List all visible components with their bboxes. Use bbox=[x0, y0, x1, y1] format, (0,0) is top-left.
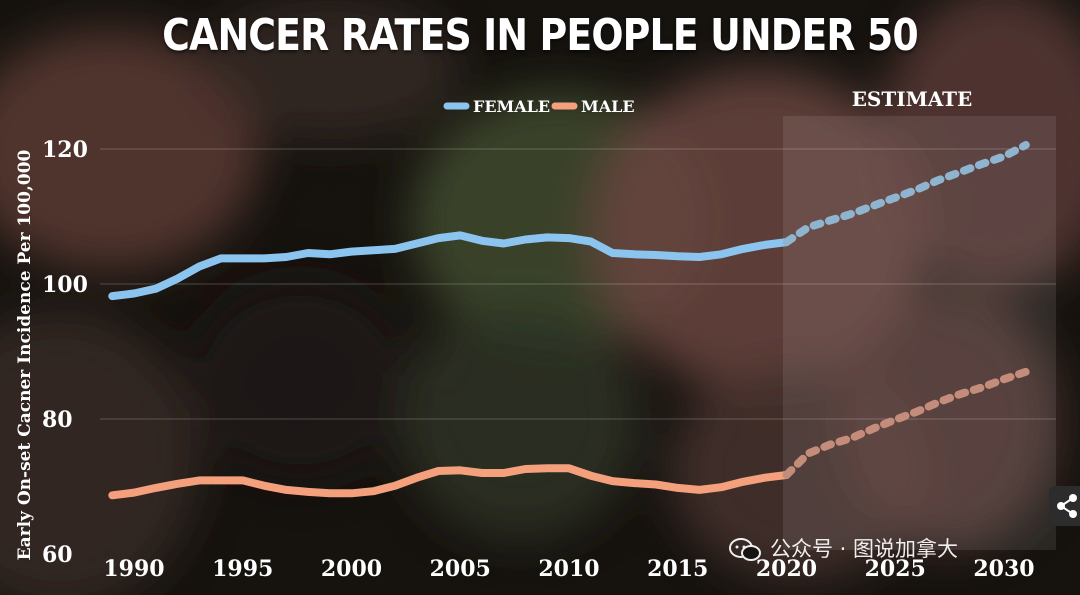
y-tick-label-100: 100 bbox=[42, 272, 88, 298]
share-icon bbox=[1057, 494, 1077, 518]
x-axis-ticks: 1990 1995 2000 2005 2010 2015 2020 2025 2030 bbox=[103, 556, 1034, 582]
x-tick-label-2005: 2005 bbox=[430, 556, 491, 582]
x-tick-label-2030: 2030 bbox=[973, 556, 1034, 582]
estimate-label: ESTIMATE bbox=[852, 87, 973, 111]
series-line-female-estimate bbox=[782, 141, 1030, 247]
share-button[interactable] bbox=[1049, 486, 1080, 526]
y-tick-label-60: 60 bbox=[42, 542, 73, 568]
series-line-male-estimate bbox=[782, 367, 1030, 479]
series-line-female bbox=[108, 231, 791, 301]
y-tick-label-120: 120 bbox=[42, 137, 88, 163]
x-tick-label-2010: 2010 bbox=[538, 556, 599, 582]
x-tick-label-2025: 2025 bbox=[865, 556, 926, 582]
series-line-male bbox=[108, 464, 791, 500]
x-tick-label-2000: 2000 bbox=[321, 556, 382, 582]
y-tick-label-80: 80 bbox=[42, 407, 73, 433]
x-tick-label-2015: 2015 bbox=[647, 556, 708, 582]
legend-label-female: FEMALE bbox=[473, 97, 550, 116]
wechat-icon bbox=[729, 538, 761, 561]
legend-label-male: MALE bbox=[581, 97, 635, 116]
chart-title: CANCER RATES IN PEOPLE UNDER 50 bbox=[162, 10, 919, 61]
y-axis-ticks: 60 80 100 120 bbox=[42, 137, 88, 568]
watermark: 公众号 · 图说加拿大 bbox=[728, 533, 958, 563]
x-tick-label-1995: 1995 bbox=[212, 556, 273, 582]
x-tick-label-1990: 1990 bbox=[103, 556, 164, 582]
estimate-region bbox=[783, 116, 1056, 550]
legend: FEMALE MALE bbox=[443, 97, 635, 116]
watermark-text: 公众号 · 图说加拿大 bbox=[770, 537, 959, 561]
series-lines bbox=[108, 141, 1030, 500]
y-axis-label: Early On-set Cacner Incidence Per 100,00… bbox=[15, 149, 35, 560]
x-tick-label-2020: 2020 bbox=[756, 556, 817, 582]
